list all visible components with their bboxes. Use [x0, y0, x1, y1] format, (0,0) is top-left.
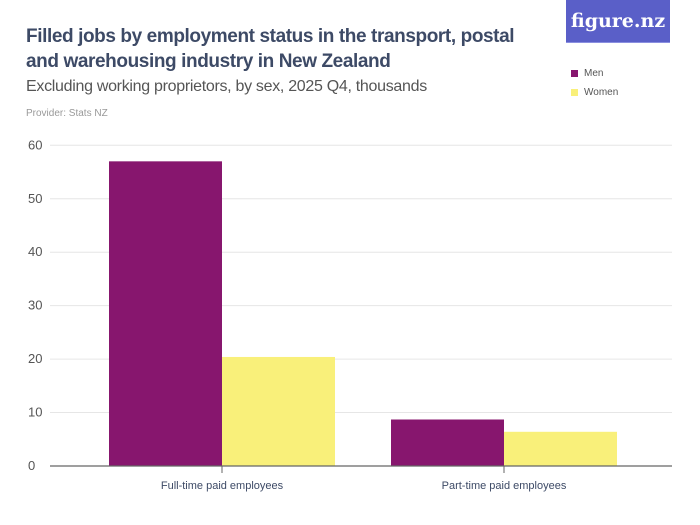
- chart-title: Filled jobs by employment status in the …: [26, 26, 515, 72]
- x-tick-label: Full-time paid employees: [161, 480, 284, 492]
- y-tick-label: 20: [28, 351, 42, 366]
- bar-women-full-time: [222, 356, 335, 466]
- legend: Men Women: [571, 64, 618, 102]
- y-tick-label: 30: [28, 298, 42, 313]
- bar-men-part-time: [391, 419, 504, 466]
- y-tick-label: 40: [28, 244, 42, 259]
- y-tick-label: 10: [28, 405, 42, 420]
- bar-men-full-time: [109, 161, 222, 466]
- legend-label-men: Men: [584, 68, 604, 79]
- legend-label-women: Women: [584, 87, 619, 98]
- y-tick-label: 50: [28, 191, 42, 206]
- bar-women-part-time: [504, 431, 617, 466]
- y-tick-label: 60: [28, 137, 42, 152]
- x-tick-label: Part-time paid employees: [442, 480, 567, 492]
- legend-item-men: Men: [571, 64, 618, 83]
- chart-subtitle: Excluding working proprietors, by sex, 2…: [26, 78, 427, 95]
- figure-nz-logo[interactable]: figure.nz: [566, 0, 670, 43]
- legend-item-women: Women: [571, 83, 618, 102]
- legend-swatch-men: [571, 70, 578, 77]
- y-tick-label: 0: [28, 458, 35, 473]
- provider-label: Provider: Stats NZ: [26, 108, 108, 119]
- legend-swatch-women: [571, 89, 578, 96]
